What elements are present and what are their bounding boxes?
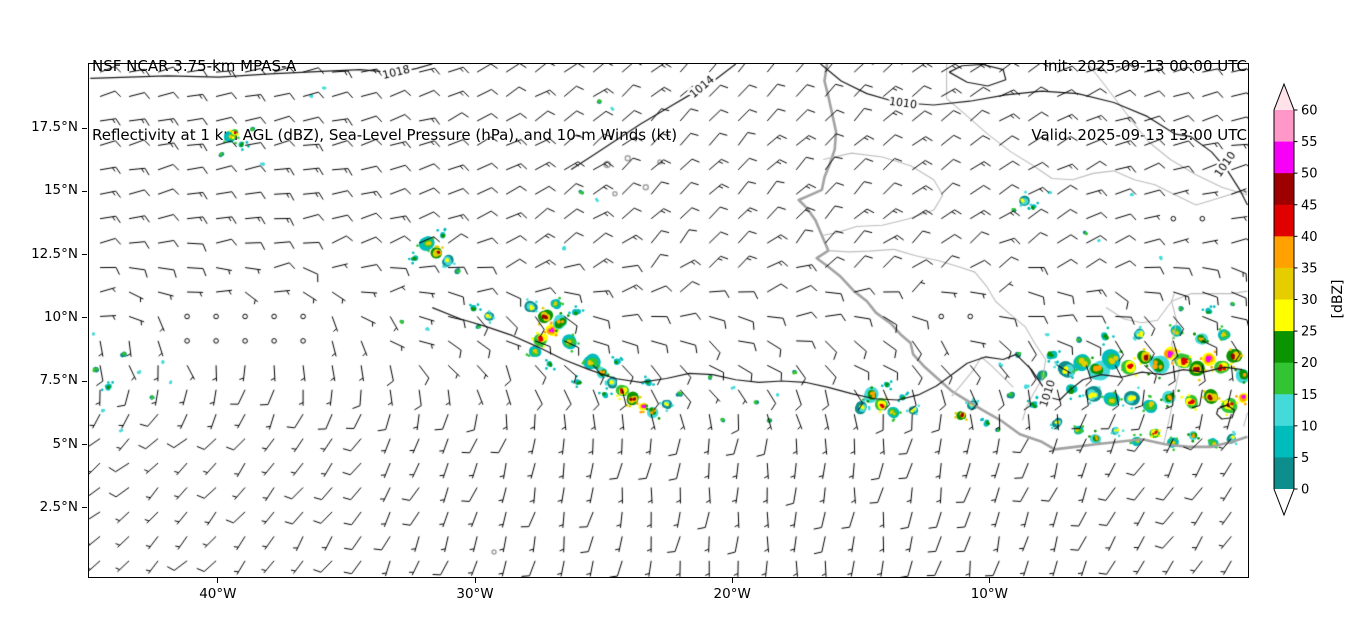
colorbar-segment [1274,267,1294,300]
colorbar-segment [1274,394,1294,427]
map-plot-area [88,63,1249,578]
colorbar-segment [1274,173,1294,206]
x-tick-label: 20°W [713,586,751,602]
y-tick-mark [82,254,87,256]
colorbar-segment [1274,331,1294,364]
colorbar: 0 5 10 15 20 25 30 35 40 45 50 55 60 [1273,82,1318,517]
x-tick-mark [217,578,219,583]
y-tick-label: 15°N [43,182,78,199]
x-tick-label: 30°W [456,586,494,602]
colorbar-segment [1274,141,1294,174]
y-tick-mark [82,444,87,446]
map-canvas [89,64,1248,577]
colorbar-segment [1274,362,1294,395]
colorbar-over-arrow [1274,84,1294,110]
colorbar-tick-label: 45 [1301,198,1318,213]
y-tick-mark [82,190,87,192]
colorbar-tick-label: 20 [1301,356,1318,371]
y-tick-label: 7.5°N [39,372,78,389]
y-tick-label: 10°N [43,308,78,325]
colorbar-segment [1274,110,1294,143]
colorbar-tick-label: 15 [1301,388,1318,403]
colorbar-tick-label: 50 [1301,167,1318,182]
colorbar-tick-label: 25 [1301,325,1318,340]
y-tick-mark [82,380,87,382]
colorbar-segment [1274,457,1294,490]
colorbar-tick-label: 5 [1301,451,1309,466]
colorbar-tick-label: 55 [1301,135,1318,150]
colorbar-tick-label: 30 [1301,293,1318,308]
x-tick-label: 10°W [970,586,1008,602]
colorbar-segment [1274,425,1294,458]
x-tick-mark [474,578,476,583]
y-tick-mark [82,507,87,509]
colorbar-segment [1274,204,1294,237]
y-tick-label: 2.5°N [39,498,78,515]
y-tick-label: 17.5°N [31,119,78,136]
x-tick-mark [988,578,990,583]
colorbar-tick-label: 10 [1301,419,1318,434]
y-tick-mark [82,317,87,319]
colorbar-unit-label: [dBZ] [1330,279,1346,319]
colorbar-tick-label: 35 [1301,261,1318,276]
colorbar-segment [1274,236,1294,269]
x-tick-label: 40°W [199,586,237,602]
y-tick-label: 12.5°N [31,245,78,262]
colorbar-tick-label: 40 [1301,230,1318,245]
colorbar-under-arrow [1274,489,1294,515]
y-tick-mark [82,127,87,129]
colorbar-tick-label: 0 [1301,483,1309,498]
y-tick-label: 5°N [52,435,78,452]
colorbar-segment [1274,299,1294,332]
x-tick-mark [731,578,733,583]
colorbar-tick-label: 60 [1301,104,1318,119]
